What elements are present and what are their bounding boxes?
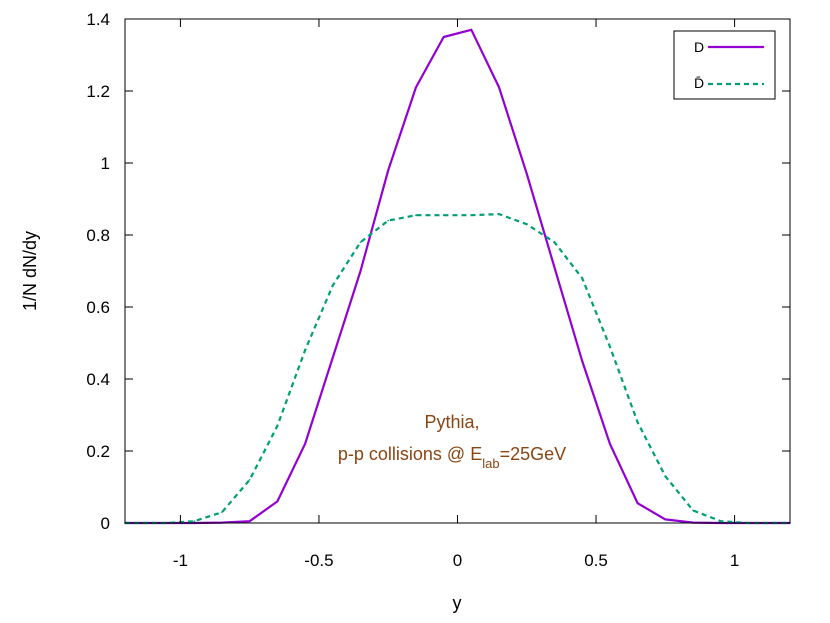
- data-point-D: [442, 36, 445, 38]
- data-point-Dbar: [692, 509, 694, 512]
- legend: D D̄: [673, 30, 776, 100]
- annotation: Pythia, p-p collisions @ Elab=25GeV: [338, 412, 566, 471]
- y-axis-title: 1/N dN/dy: [20, 231, 40, 311]
- data-point-D: [664, 518, 667, 521]
- data-point-D: [248, 520, 251, 522]
- data-point-Dbar: [415, 214, 417, 216]
- data-point-Dbar: [387, 219, 390, 222]
- data-point-D: [470, 29, 473, 31]
- data-point-Dbar: [664, 475, 667, 478]
- data-point-D: [553, 266, 556, 269]
- x-tick-label: -0.5: [304, 551, 333, 570]
- x-tick-label: 0.5: [584, 551, 608, 570]
- data-point-D: [609, 443, 611, 445]
- y-tick-label: 0.6: [86, 298, 110, 317]
- data-point-Dbar: [442, 214, 445, 216]
- data-point-Dbar: [553, 241, 556, 243]
- data-point-Dbar: [193, 520, 196, 522]
- data-point-Dbar: [304, 349, 306, 352]
- data-point-Dbar: [636, 421, 639, 424]
- data-point-Dbar: [581, 277, 583, 280]
- legend-label-Dbar: D̄: [694, 75, 704, 91]
- data-point-Dbar: [719, 520, 722, 522]
- annotation-line2-prefix: p-p collisions @ E: [338, 444, 482, 464]
- annotation-line1: Pythia,: [424, 412, 479, 432]
- data-point-D: [498, 86, 500, 89]
- y-tick-label: 1: [101, 154, 110, 173]
- x-tick-label: 1: [730, 551, 739, 570]
- y-tick-label: 0.8: [86, 226, 110, 245]
- data-point-Dbar: [221, 511, 223, 513]
- legend-box: [673, 30, 776, 100]
- y-tick-label: 1.2: [86, 82, 110, 101]
- annotation-line2-sub: lab: [482, 456, 499, 471]
- annotation-line2-suffix: =25GeV: [500, 444, 567, 464]
- data-point-Dbar: [498, 213, 500, 215]
- y-tick-label: 0.2: [86, 442, 110, 461]
- series-line-D: [125, 28, 790, 525]
- x-tick-label: -1: [173, 551, 188, 570]
- data-point-Dbar: [609, 345, 611, 348]
- data-point-D: [415, 86, 417, 89]
- y-tick-label: 0: [101, 514, 110, 533]
- data-point-D: [387, 169, 390, 171]
- series-line-Dbar: [125, 213, 790, 525]
- data-point-Dbar: [359, 241, 362, 243]
- y-tick-label: 1.4: [86, 10, 110, 29]
- data-point-Dbar: [470, 214, 473, 216]
- data-point-Dbar: [276, 425, 279, 427]
- y-tick-label: 0.4: [86, 370, 110, 389]
- data-point-D: [581, 360, 583, 362]
- x-axis-title: y: [453, 593, 462, 613]
- data-point-D: [276, 500, 279, 503]
- legend-label-D: D: [694, 39, 704, 55]
- data-point-Dbar: [332, 284, 334, 287]
- annotation-line2: p-p collisions @ Elab=25GeV: [338, 444, 566, 471]
- ticks-layer: -1 -0.5 0 0.5 1 0 0.2 0.4 0.6 0.8 1 1.2 1.4: [86, 10, 790, 570]
- data-point-D: [304, 443, 306, 445]
- data-point-D: [359, 270, 362, 272]
- data-point-Dbar: [525, 223, 528, 225]
- data-point-Dbar: [248, 479, 251, 481]
- data-point-D: [332, 356, 334, 359]
- x-tick-label: 0: [453, 551, 462, 570]
- data-point-D: [525, 173, 528, 175]
- data-point-D: [636, 502, 639, 505]
